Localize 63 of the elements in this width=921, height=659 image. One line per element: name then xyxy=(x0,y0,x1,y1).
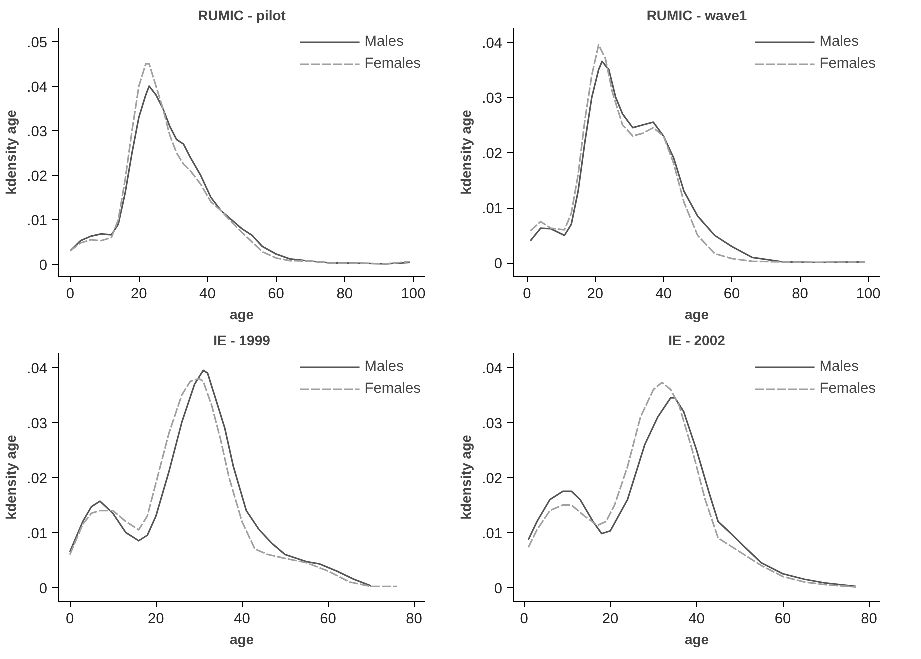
x-axis-title: age xyxy=(684,632,710,648)
y-tick-label: .01 xyxy=(27,213,48,230)
x-tick-label: 100 xyxy=(401,286,426,302)
y-tick-label: .04 xyxy=(482,361,502,378)
x-tick-label: 60 xyxy=(320,612,336,628)
chart-title: RUMIC - pilot xyxy=(198,8,286,24)
y-tick-label: .02 xyxy=(482,146,502,162)
legend-label: Males xyxy=(820,34,859,50)
x-tick-label: 0 xyxy=(520,612,528,628)
x-tick-label: 0 xyxy=(523,286,532,302)
y-tick-label: .04 xyxy=(482,36,502,52)
y-tick-label: .03 xyxy=(27,416,48,432)
chart-title: IE - 2002 xyxy=(668,332,726,348)
y-tick-label: .04 xyxy=(27,361,48,378)
y-axis-title: kdensity age xyxy=(3,110,20,195)
x-tick-label: 40 xyxy=(688,612,705,628)
x-tick-label: 80 xyxy=(792,286,808,302)
x-tick-label: 60 xyxy=(268,286,284,302)
y-tick-label: .03 xyxy=(482,91,502,108)
y-tick-label: .01 xyxy=(27,526,48,542)
legend-label: Males xyxy=(364,359,404,375)
y-axis-title: kdensity age xyxy=(3,434,20,520)
x-tick-label: 40 xyxy=(200,286,216,302)
x-tick-label: 20 xyxy=(587,286,604,302)
y-axis-title: kdensity age xyxy=(458,110,474,195)
x-tick-label: 20 xyxy=(130,286,148,302)
y-tick-label: .01 xyxy=(482,202,502,218)
y-tick-label: .01 xyxy=(482,526,502,542)
y-tick-label: .03 xyxy=(482,416,502,432)
x-axis-title: age xyxy=(230,632,254,648)
x-tick-label: 80 xyxy=(336,286,354,302)
x-tick-label: 0 xyxy=(66,286,75,302)
x-tick-label: 20 xyxy=(148,612,164,628)
x-tick-label: 20 xyxy=(602,612,619,628)
legend-label: Females xyxy=(364,381,421,397)
x-tick-label: 0 xyxy=(66,612,74,628)
legend-label: Males xyxy=(364,34,404,50)
y-axis-title: kdensity age xyxy=(458,434,474,520)
chart-title: IE - 1999 xyxy=(214,332,271,348)
y-tick-label: .03 xyxy=(27,124,48,140)
y-tick-label: .04 xyxy=(27,80,48,96)
x-tick-label: 60 xyxy=(774,612,792,628)
y-tick-label: .02 xyxy=(482,471,502,488)
x-tick-label: 80 xyxy=(861,612,878,628)
x-tick-label: 100 xyxy=(856,286,881,302)
y-tick-label: 0 xyxy=(39,581,48,598)
y-tick-label: 0 xyxy=(39,258,48,274)
y-tick-label: .02 xyxy=(27,168,48,185)
x-tick-label: 40 xyxy=(656,286,672,302)
x-tick-label: 40 xyxy=(234,612,250,628)
x-tick-label: 60 xyxy=(724,286,740,302)
y-tick-label: .05 xyxy=(27,35,48,52)
x-tick-label: 80 xyxy=(406,612,422,628)
legend-label: Females xyxy=(820,56,876,72)
x-axis-title: age xyxy=(684,306,710,322)
legend-label: Males xyxy=(820,359,859,375)
legend-label: Females xyxy=(364,56,421,72)
chart-title: RUMIC - wave1 xyxy=(646,8,748,24)
y-tick-label: 0 xyxy=(494,256,503,273)
y-tick-label: 0 xyxy=(494,581,503,598)
x-axis-title: age xyxy=(230,306,254,322)
legend-label: Females xyxy=(820,381,876,397)
y-tick-label: .02 xyxy=(27,471,48,488)
